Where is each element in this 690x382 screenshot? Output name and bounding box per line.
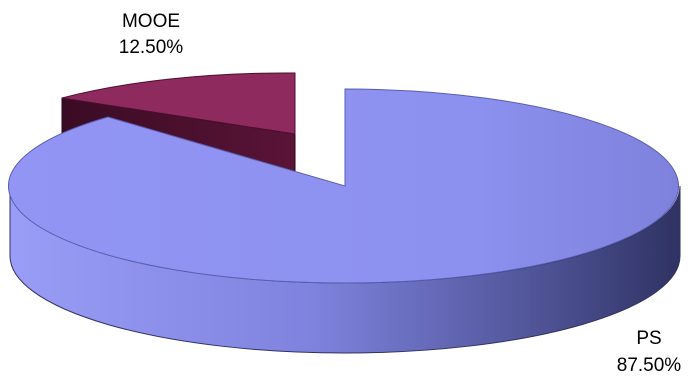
label-ps-value: 87.50% [617,355,682,376]
label-mooe-name: MOOE [122,11,180,32]
slice-ps [8,88,679,284]
label-ps-name: PS [636,328,661,349]
label-mooe-value: 12.50% [119,37,184,58]
slice-mooe [61,72,296,135]
